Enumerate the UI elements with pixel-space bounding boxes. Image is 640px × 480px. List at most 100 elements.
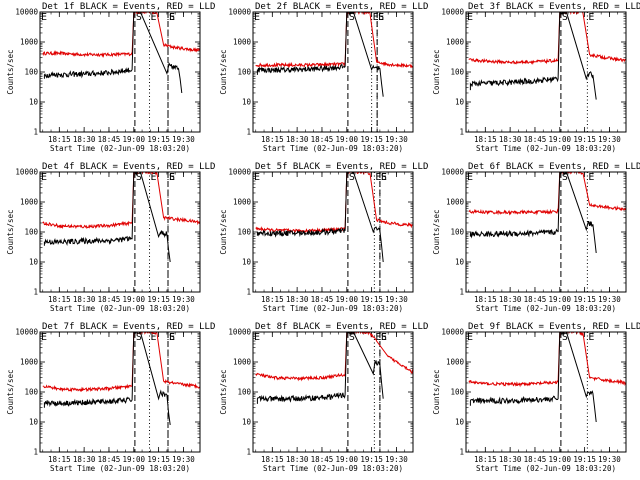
y-tick-label: 10000 xyxy=(441,328,464,337)
y-tick-label: 1000 xyxy=(446,358,465,367)
plot-frame xyxy=(39,331,201,453)
x-tick-label: 19:00 xyxy=(123,135,146,144)
y-tick-label: 10000 xyxy=(441,8,464,17)
y-tick-label: 100 xyxy=(24,68,38,77)
y-tick-label: 100 xyxy=(237,228,251,237)
chart-panel-9: Det 9f BLACK = Events, RED = LLD 1 10 100 10… xyxy=(432,322,640,473)
marker-label: E xyxy=(381,172,387,183)
y-tick-label: 10000 xyxy=(228,8,251,17)
x-tick-label: 19:15 xyxy=(147,295,170,304)
x-tick-label: 18:30 xyxy=(499,135,522,144)
chart-title: Det 9f BLACK = Events, RED = LLD xyxy=(468,322,640,332)
marker-label: E xyxy=(467,332,473,343)
y-axis-label: Counts/sec xyxy=(6,369,15,414)
x-tick-label: 18:30 xyxy=(73,455,96,464)
x-tick-label: 18:30 xyxy=(499,295,522,304)
marker-label: E xyxy=(375,172,381,183)
x-tick-label: 18:15 xyxy=(474,135,497,144)
x-tick-label: 19:00 xyxy=(549,295,572,304)
chart-panel-2: Det 2f BLACK = Events, RED = LLD 1 10 100 10… xyxy=(219,2,428,153)
x-tick-label: 19:15 xyxy=(573,455,596,464)
x-axis-label: Start Time (02-Jun-09 18:03:20) xyxy=(263,464,403,473)
x-tick-label: 18:15 xyxy=(48,295,71,304)
lld-series-line xyxy=(255,172,413,234)
events-series-line xyxy=(256,172,384,263)
marker-label: E xyxy=(151,332,157,343)
marker-label: S xyxy=(136,332,142,343)
x-tick-label: 19:30 xyxy=(172,295,195,304)
y-tick-label: 1 xyxy=(246,288,251,297)
chart-panel-8: Det 8f BLACK = Events, RED = LLD 1 10 100 10… xyxy=(219,322,428,473)
plot-frame xyxy=(465,331,627,453)
x-tick-label: 19:15 xyxy=(573,295,596,304)
x-tick-label: 19:15 xyxy=(360,455,383,464)
x-tick-label: 18:45 xyxy=(311,135,334,144)
y-tick-label: 1 xyxy=(33,128,38,137)
marker-label: E xyxy=(381,332,387,343)
x-tick-label: 19:30 xyxy=(385,455,408,464)
marker-label: S xyxy=(562,12,568,23)
marker-label: S xyxy=(169,332,175,343)
x-tick-label: 19:15 xyxy=(360,295,383,304)
x-tick-label: 18:30 xyxy=(73,295,96,304)
y-tick-label: 10000 xyxy=(15,8,38,17)
y-tick-label: 1 xyxy=(246,448,251,457)
y-axis-label: Counts/sec xyxy=(6,209,15,254)
x-axis-label: Start Time (02-Jun-09 18:03:20) xyxy=(476,464,616,473)
x-axis-label: Start Time (02-Jun-09 18:03:20) xyxy=(263,304,403,313)
x-tick-label: 18:15 xyxy=(261,455,284,464)
marker-label: E xyxy=(467,12,473,23)
x-tick-label: 19:00 xyxy=(123,455,146,464)
chart-title: Det 7f BLACK = Events, RED = LLD xyxy=(42,322,215,332)
x-tick-label: 18:30 xyxy=(286,455,309,464)
marker-label: E xyxy=(169,332,175,343)
lld-series-line xyxy=(42,172,200,230)
marker-label: S xyxy=(381,172,387,183)
chart-panel-1: Det 1f BLACK = Events, RED = LLD 1 10 100 10… xyxy=(6,2,215,153)
marker-label: E xyxy=(254,172,260,183)
x-tick-label: 19:30 xyxy=(598,455,621,464)
x-tick-label: 18:45 xyxy=(311,295,334,304)
x-tick-label: 18:45 xyxy=(98,295,121,304)
x-tick-label: 18:30 xyxy=(73,135,96,144)
marker-label: E xyxy=(151,172,157,183)
marker-label: S xyxy=(562,172,568,183)
chart-title: Det 3f BLACK = Events, RED = LLD xyxy=(468,2,640,12)
marker-label: E xyxy=(588,172,594,183)
x-tick-label: 18:45 xyxy=(524,295,547,304)
plot-frame xyxy=(39,11,201,133)
x-tick-label: 19:30 xyxy=(598,295,621,304)
plot-frame xyxy=(252,331,414,453)
x-tick-label: 19:15 xyxy=(147,455,170,464)
chart-title: Det 8f BLACK = Events, RED = LLD xyxy=(255,322,428,332)
y-axis-label: Counts/sec xyxy=(219,369,228,414)
y-tick-label: 100 xyxy=(237,68,251,77)
marker-label: E xyxy=(169,12,175,23)
marker-label: E xyxy=(373,12,379,23)
x-tick-label: 19:30 xyxy=(172,135,195,144)
y-tick-label: 1000 xyxy=(20,358,39,367)
marker-label: E xyxy=(588,332,594,343)
y-axis-label: Counts/sec xyxy=(219,209,228,254)
y-tick-label: 1 xyxy=(459,128,464,137)
x-tick-label: 18:45 xyxy=(98,455,121,464)
chart-panel-3: Det 3f BLACK = Events, RED = LLD 1 10 100 10… xyxy=(432,2,640,153)
marker-label: S xyxy=(136,172,142,183)
events-series-line xyxy=(43,12,183,94)
x-axis-label: Start Time (02-Jun-09 18:03:20) xyxy=(50,304,190,313)
events-series-line xyxy=(256,12,384,97)
x-tick-label: 18:45 xyxy=(98,135,121,144)
marker-label: S xyxy=(349,172,355,183)
lld-series-line xyxy=(255,12,413,69)
x-tick-label: 18:15 xyxy=(261,135,284,144)
x-axis-label: Start Time (02-Jun-09 18:03:20) xyxy=(476,304,616,313)
y-tick-label: 1000 xyxy=(233,358,252,367)
marker-label: S xyxy=(381,332,387,343)
x-tick-label: 19:30 xyxy=(598,135,621,144)
marker-label: E xyxy=(378,12,384,23)
marker-label: E xyxy=(375,332,381,343)
x-tick-label: 18:15 xyxy=(48,135,71,144)
x-tick-label: 18:45 xyxy=(524,135,547,144)
marker-label: E xyxy=(151,12,157,23)
